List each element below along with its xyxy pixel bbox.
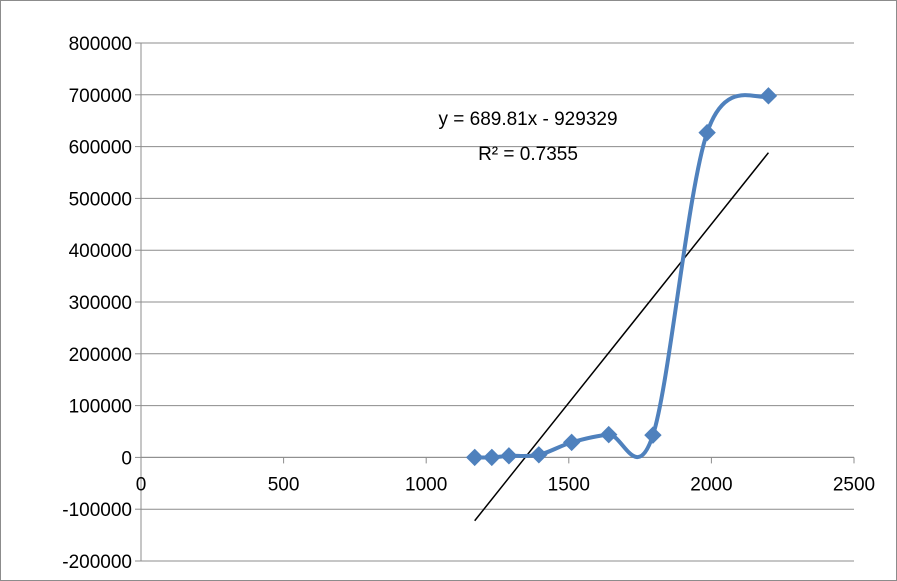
y-tick-label: -100000 <box>62 500 132 521</box>
data-point-marker <box>465 448 484 467</box>
y-tick-label: 300000 <box>69 293 132 314</box>
data-point-marker <box>698 123 716 142</box>
gridlines <box>141 42 854 562</box>
y-tick-label: 200000 <box>69 345 132 366</box>
data-point-marker <box>530 446 548 464</box>
x-tick-label: 2500 <box>833 474 875 495</box>
trendline <box>474 152 770 522</box>
y-tick-label: 0 <box>121 448 132 469</box>
trendline-r-squared: R² = 0.7355 <box>478 144 578 165</box>
x-tick-label: 0 <box>136 474 147 495</box>
x-tick-label: 500 <box>268 474 300 495</box>
data-point-marker <box>600 425 618 444</box>
data-point-marker <box>500 447 518 465</box>
y-tick-label: -200000 <box>62 552 132 573</box>
y-tick-label: 600000 <box>69 138 132 159</box>
x-tick-labels: 0 500 1000 1500 2000 2500 <box>136 474 875 495</box>
y-tick-label: 400000 <box>69 241 132 262</box>
trendline-equation: y = 689.81x - 929329 <box>438 109 617 130</box>
x-tick-label: 1000 <box>405 474 447 495</box>
y-tick-label: 500000 <box>69 189 132 210</box>
y-tick-label: 100000 <box>69 397 132 418</box>
y-tick-label: 700000 <box>69 86 132 107</box>
y-tick-labels: -200000 -100000 0 100000 200000 300000 400000 5… <box>62 34 132 573</box>
data-point-marker <box>644 426 662 444</box>
x-tick-label: 2000 <box>690 474 732 495</box>
x-tick-label: 1500 <box>548 474 590 495</box>
trendline-group <box>474 152 770 522</box>
data-point-marker <box>562 433 581 452</box>
data-point-marker <box>483 448 501 467</box>
y-tick-label: 800000 <box>69 34 132 55</box>
series-group <box>465 87 778 467</box>
data-point-marker <box>759 87 778 105</box>
